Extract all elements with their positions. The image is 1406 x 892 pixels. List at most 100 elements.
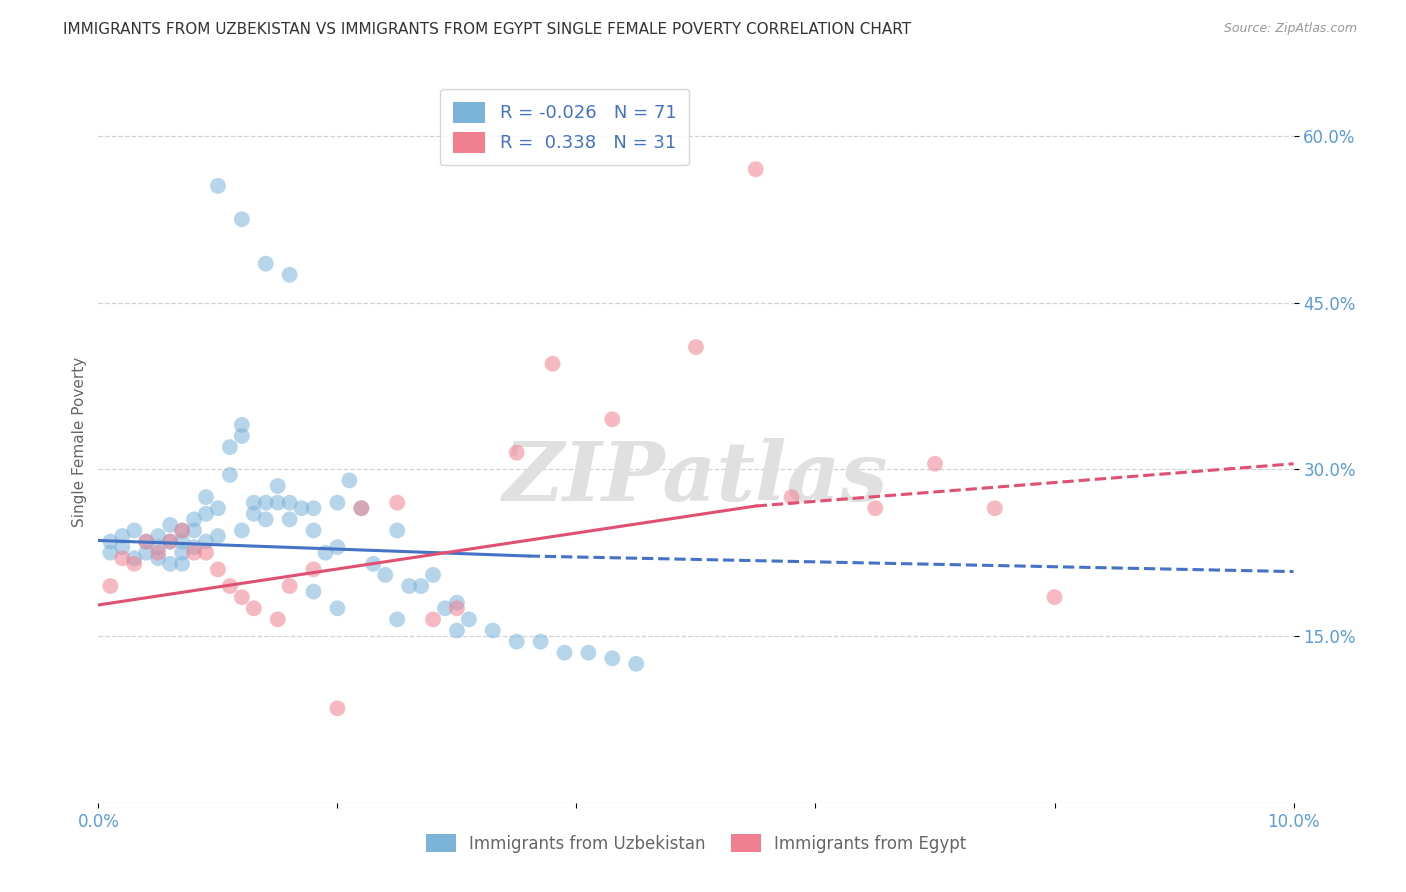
Point [159,557,181,571]
Point [98,579,122,593]
Text: ZIPatlas: ZIPatlas [503,438,889,517]
Point [984,501,1007,516]
Point [172,557,194,571]
Point [148,546,170,560]
Point [183,512,205,526]
Point [195,534,218,549]
Point [326,601,349,615]
Point [411,579,433,593]
Point [626,657,648,671]
Point [183,546,205,560]
Point [745,162,768,177]
Point [554,646,576,660]
Point [434,601,457,615]
Point [172,534,194,549]
Point [207,562,229,576]
Point [148,551,170,566]
Point [159,517,181,532]
Point [219,467,242,482]
Point [172,524,194,538]
Point [291,501,314,516]
Text: IMMIGRANTS FROM UZBEKISTAN VS IMMIGRANTS FROM EGYPT SINGLE FEMALE POVERTY CORREL: IMMIGRANTS FROM UZBEKISTAN VS IMMIGRANTS… [63,22,911,37]
Point [267,496,290,510]
Point [111,529,134,543]
Point [183,540,205,554]
Point [183,524,205,538]
Point [302,562,325,576]
Point [219,579,242,593]
Point [278,579,301,593]
Point [865,501,887,516]
Point [231,524,253,538]
Point [254,496,277,510]
Point [278,268,301,282]
Point [446,624,468,638]
Point [231,417,253,432]
Point [374,568,396,582]
Point [422,568,444,582]
Text: Source: ZipAtlas.com: Source: ZipAtlas.com [1223,22,1357,36]
Point [243,507,266,521]
Point [135,534,157,549]
Point [207,501,229,516]
Point [124,524,146,538]
Point [231,212,253,227]
Point [685,340,707,354]
Point [254,512,277,526]
Point [243,496,266,510]
Point [148,529,170,543]
Point [124,551,146,566]
Point [302,584,325,599]
Point [385,524,409,538]
Point [602,651,624,665]
Point [135,534,157,549]
Point [924,457,946,471]
Point [530,634,553,648]
Point [231,429,253,443]
Point [159,534,181,549]
Point [195,507,218,521]
Point [350,501,373,516]
Point [172,546,194,560]
Point [124,557,146,571]
Point [98,546,122,560]
Point [302,501,325,516]
Point [446,596,468,610]
Point [159,534,181,549]
Point [385,496,409,510]
Point [195,490,218,504]
Point [231,590,253,604]
Point [195,546,218,560]
Point [278,512,301,526]
Point [1043,590,1066,604]
Point [326,540,349,554]
Point [506,445,529,459]
Point [339,474,361,488]
Point [326,496,349,510]
Point [482,624,505,638]
Point [111,551,134,566]
Point [302,524,325,538]
Point [578,646,600,660]
Point [506,634,529,648]
Point [385,612,409,626]
Point [363,557,385,571]
Point [446,601,468,615]
Point [278,496,301,510]
Point [350,501,373,516]
Point [219,440,242,454]
Point [111,540,134,554]
Point [135,546,157,560]
Point [172,524,194,538]
Point [398,579,420,593]
Point [267,479,290,493]
Point [207,529,229,543]
Point [243,601,266,615]
Point [602,412,624,426]
Point [780,490,803,504]
Y-axis label: Single Female Poverty: Single Female Poverty [72,357,87,526]
Point [458,612,481,626]
Point [541,357,564,371]
Point [254,257,277,271]
Point [98,534,122,549]
